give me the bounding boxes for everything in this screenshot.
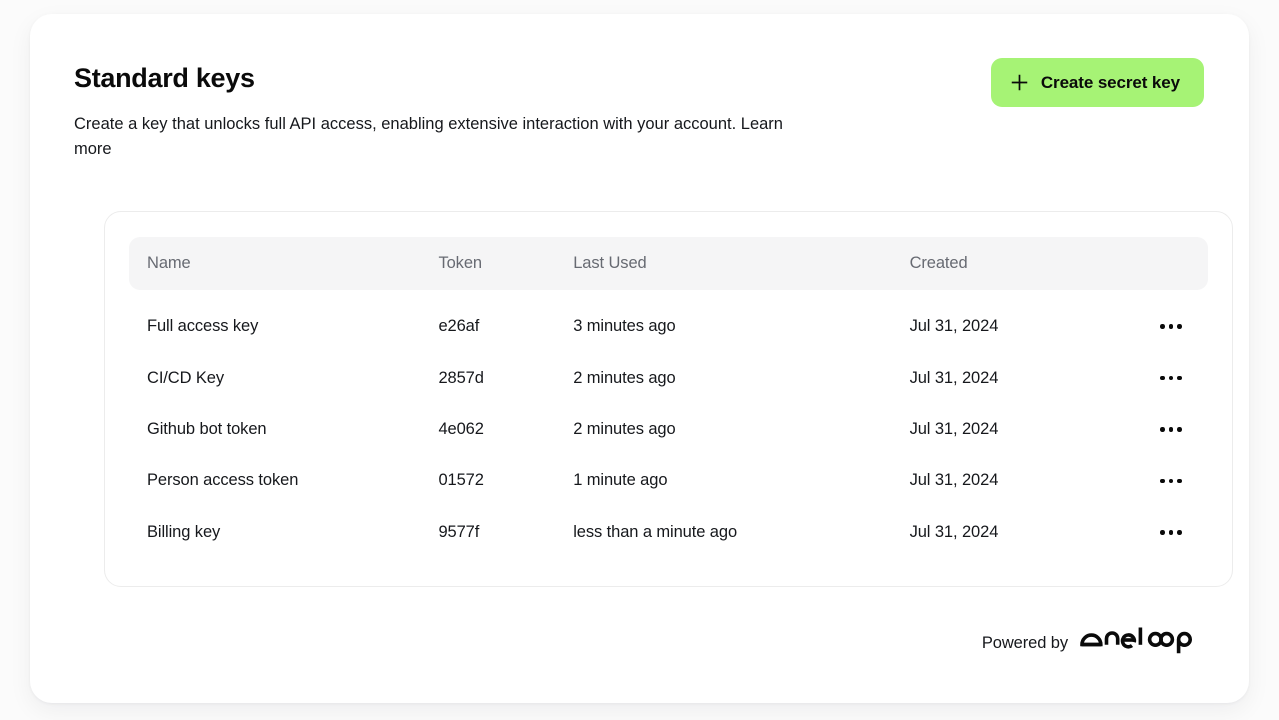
cell-created: Jul 31, 2024 <box>909 419 999 438</box>
card-header: Standard keys Create a key that unlocks … <box>74 62 1205 162</box>
keys-table-card: Name Token Last Used Created Full access… <box>104 211 1233 587</box>
cell-token: 01572 <box>438 471 484 490</box>
powered-by-label: Powered by <box>981 634 1068 652</box>
cell-last-used: less than a minute ago <box>573 522 738 541</box>
cell-actions <box>1134 370 1208 387</box>
cell-actions <box>1134 473 1208 490</box>
page-description: Create a key that unlocks full API acces… <box>74 115 783 158</box>
cell-token: 4e062 <box>438 419 484 438</box>
cell-token: e26af <box>438 317 480 336</box>
table-header-row: Name Token Last Used Created <box>129 237 1208 290</box>
row-menu-ellipsis-icon[interactable] <box>1156 421 1186 438</box>
table-row[interactable]: Billing key 9577f less than a minute ago… <box>129 507 1208 558</box>
table-row[interactable]: Full access key e26af 3 minutes ago Jul … <box>129 301 1208 352</box>
cell-created: Jul 31, 2024 <box>909 368 999 387</box>
column-header-name: Name <box>147 254 191 272</box>
cell-name: Person access token <box>147 471 299 490</box>
cell-actions <box>1134 421 1208 438</box>
table-body: Full access key e26af 3 minutes ago Jul … <box>129 290 1208 558</box>
column-header-token: Token <box>438 254 482 272</box>
cell-created: Jul 31, 2024 <box>909 471 999 490</box>
cell-name: CI/CD Key <box>147 368 225 387</box>
row-menu-ellipsis-icon[interactable] <box>1156 524 1186 541</box>
cell-token: 9577f <box>438 522 480 541</box>
column-header-created: Created <box>909 254 968 272</box>
row-menu-ellipsis-icon[interactable] <box>1156 473 1186 490</box>
cell-created: Jul 31, 2024 <box>909 317 999 336</box>
cell-token: 2857d <box>438 368 484 387</box>
create-secret-key-button[interactable]: Create secret key <box>990 58 1204 107</box>
table-row[interactable]: Person access token 01572 1 minute ago J… <box>129 455 1208 506</box>
cell-actions <box>1134 318 1208 335</box>
create-secret-key-label: Create secret key <box>1040 72 1180 92</box>
table-row[interactable]: Github bot token 4e062 2 minutes ago Jul… <box>129 404 1208 455</box>
page-title: Standard keys <box>74 63 255 93</box>
keys-table: Name Token Last Used Created Full access… <box>129 237 1208 558</box>
powered-by-footer: Powered by <box>982 626 1203 661</box>
cell-last-used: 2 minutes ago <box>573 419 676 438</box>
cell-last-used: 2 minutes ago <box>573 368 676 387</box>
cell-name: Github bot token <box>147 419 267 438</box>
cell-last-used: 3 minutes ago <box>573 317 676 336</box>
cell-created: Jul 31, 2024 <box>909 522 999 541</box>
column-header-last-used: Last Used <box>573 254 647 272</box>
table-row[interactable]: CI/CD Key 2857d 2 minutes ago Jul 31, 20… <box>129 352 1208 403</box>
row-menu-ellipsis-icon[interactable] <box>1156 318 1186 335</box>
plus-icon <box>1011 74 1028 91</box>
cell-actions <box>1134 524 1208 541</box>
standard-keys-card: Standard keys Create a key that unlocks … <box>30 14 1249 703</box>
oneloop-wordmark-logo <box>1079 626 1203 661</box>
cell-name: Billing key <box>147 522 221 541</box>
row-menu-ellipsis-icon[interactable] <box>1156 370 1186 387</box>
cell-name: Full access key <box>147 317 259 336</box>
cell-last-used: 1 minute ago <box>573 471 668 490</box>
